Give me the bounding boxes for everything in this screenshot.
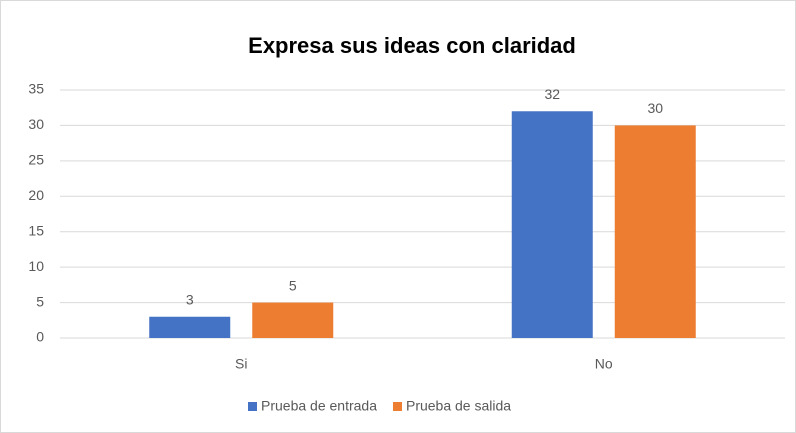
legend-label: Prueba de salida bbox=[406, 398, 511, 414]
y-tick-label: 20 bbox=[28, 187, 44, 203]
y-tick-label: 5 bbox=[36, 293, 44, 309]
y-tick-label: 0 bbox=[36, 329, 44, 345]
bar bbox=[149, 316, 231, 338]
bar bbox=[614, 125, 696, 338]
data-label: 32 bbox=[544, 86, 560, 102]
x-tick-label: No bbox=[595, 356, 613, 372]
chart-title: Expresa sus ideas con claridad bbox=[248, 33, 576, 58]
y-tick-label: 35 bbox=[28, 81, 44, 97]
y-tick-label: 30 bbox=[28, 116, 44, 132]
y-tick-label: 15 bbox=[28, 222, 44, 238]
bar bbox=[511, 111, 593, 338]
bar bbox=[252, 302, 334, 338]
data-label: 5 bbox=[289, 277, 297, 293]
x-tick-label: Si bbox=[235, 356, 247, 372]
y-tick-label: 10 bbox=[28, 258, 44, 274]
data-label: 30 bbox=[647, 100, 663, 116]
y-tick-label: 25 bbox=[28, 152, 44, 168]
legend-swatch bbox=[248, 402, 257, 411]
legend-label: Prueba de entrada bbox=[261, 398, 377, 414]
data-label: 3 bbox=[186, 291, 194, 307]
legend-swatch bbox=[392, 402, 402, 411]
